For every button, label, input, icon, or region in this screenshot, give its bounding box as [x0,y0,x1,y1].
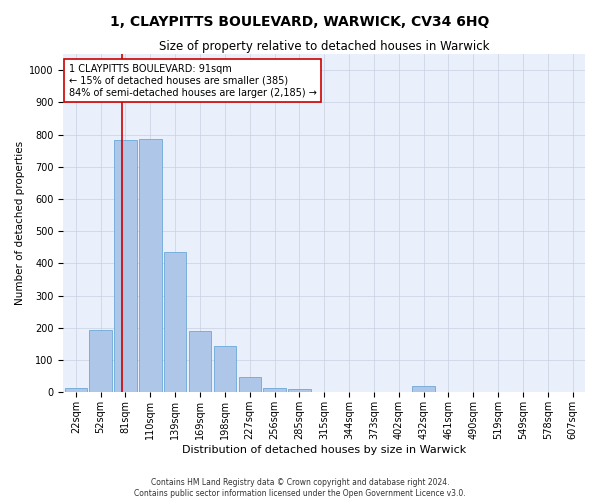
Bar [288,389,311,392]
X-axis label: Distribution of detached houses by size in Warwick: Distribution of detached houses by size … [182,445,466,455]
Bar [65,388,87,392]
Y-axis label: Number of detached properties: Number of detached properties [15,141,25,306]
Bar [139,139,161,392]
Bar [115,140,137,392]
Bar [214,346,236,393]
Bar [412,386,435,392]
Bar [189,331,211,392]
Text: Contains HM Land Registry data © Crown copyright and database right 2024.
Contai: Contains HM Land Registry data © Crown c… [134,478,466,498]
Bar [164,252,187,392]
Text: 1 CLAYPITTS BOULEVARD: 91sqm
← 15% of detached houses are smaller (385)
84% of s: 1 CLAYPITTS BOULEVARD: 91sqm ← 15% of de… [68,64,316,98]
Text: 1, CLAYPITTS BOULEVARD, WARWICK, CV34 6HQ: 1, CLAYPITTS BOULEVARD, WARWICK, CV34 6H… [110,15,490,29]
Bar [239,377,261,392]
Bar [263,388,286,392]
Bar [89,330,112,392]
Title: Size of property relative to detached houses in Warwick: Size of property relative to detached ho… [159,40,490,53]
